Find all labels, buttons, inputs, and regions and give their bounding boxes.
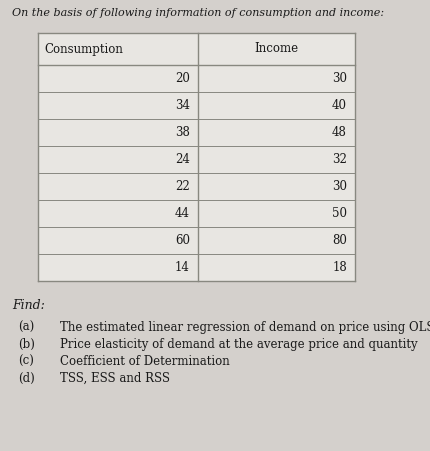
Text: On the basis of following information of consumption and income:: On the basis of following information of… <box>12 8 384 18</box>
Text: 22: 22 <box>175 180 190 193</box>
Text: 48: 48 <box>332 126 347 139</box>
Text: Consumption: Consumption <box>44 42 123 55</box>
Text: 30: 30 <box>332 72 347 85</box>
Bar <box>38 33 355 281</box>
Text: 18: 18 <box>332 261 347 274</box>
Text: Price elasticity of demand at the average price and quantity: Price elasticity of demand at the averag… <box>60 338 418 351</box>
Text: (b): (b) <box>18 338 35 351</box>
Text: Income: Income <box>255 42 298 55</box>
Text: 60: 60 <box>175 234 190 247</box>
Text: TSS, ESS and RSS: TSS, ESS and RSS <box>60 372 170 385</box>
Text: 30: 30 <box>332 180 347 193</box>
Text: Find:: Find: <box>12 299 45 312</box>
Text: (d): (d) <box>18 372 35 385</box>
Text: 34: 34 <box>175 99 190 112</box>
Text: (c): (c) <box>18 355 34 368</box>
Text: 32: 32 <box>332 153 347 166</box>
Text: 24: 24 <box>175 153 190 166</box>
Text: Coefficient of Determination: Coefficient of Determination <box>60 355 230 368</box>
Text: 38: 38 <box>175 126 190 139</box>
Text: The estimated linear regression of demand on price using OLS method: The estimated linear regression of deman… <box>60 321 430 334</box>
Text: 40: 40 <box>332 99 347 112</box>
Text: 80: 80 <box>332 234 347 247</box>
Text: 44: 44 <box>175 207 190 220</box>
Text: 50: 50 <box>332 207 347 220</box>
Text: 20: 20 <box>175 72 190 85</box>
Text: (a): (a) <box>18 321 34 334</box>
Text: 14: 14 <box>175 261 190 274</box>
